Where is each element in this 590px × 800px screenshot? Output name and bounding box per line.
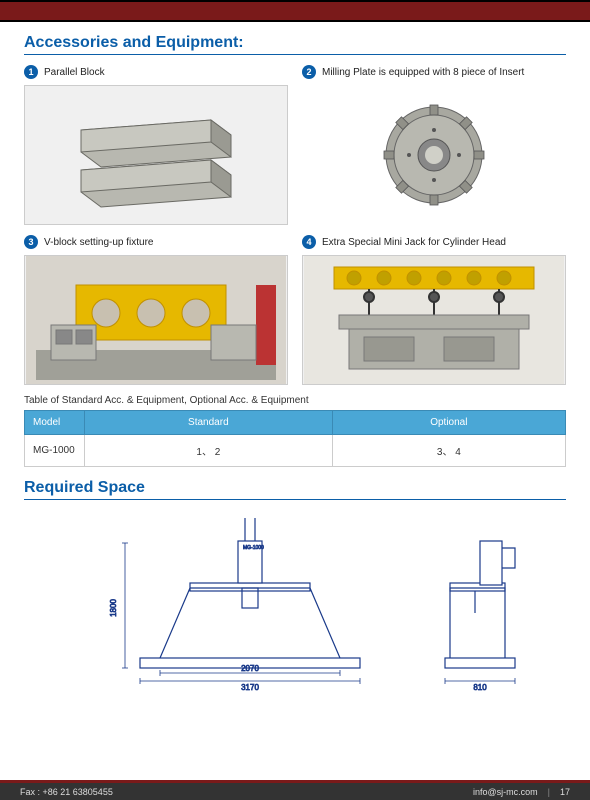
footer-page: 17	[560, 787, 570, 797]
svg-text:MG-1000: MG-1000	[243, 545, 264, 551]
th-model: Model	[25, 411, 85, 435]
page-content: Accessories and Equipment: 1 Parallel Bl…	[0, 22, 590, 695]
badge-2: 2	[302, 65, 316, 79]
badge-1: 1	[24, 65, 38, 79]
row-1: 1 Parallel Block 2 M	[24, 65, 566, 225]
front-view-diagram: 1800 3170 2070 MG-1000	[90, 513, 400, 693]
image-mini-jack	[302, 255, 566, 385]
image-milling-plate	[302, 85, 566, 225]
label-1: Parallel Block	[44, 67, 105, 78]
footer-fax: Fax : +86 21 63805455	[20, 787, 113, 797]
footer-email: info@sj-mc.com	[473, 787, 538, 797]
svg-text:1800: 1800	[109, 598, 118, 616]
required-space-diagram: 1800 3170 2070 MG-1000	[24, 510, 566, 695]
side-view-diagram: 810	[420, 513, 540, 693]
image-parallel-block	[24, 85, 288, 225]
badge-3: 3	[24, 235, 38, 249]
svg-text:2070: 2070	[241, 664, 259, 673]
footer: Fax : +86 21 63805455 info@sj-mc.com | 1…	[0, 780, 590, 800]
row-2: 3 V-block setting-up fixture	[24, 235, 566, 385]
badge-4: 4	[302, 235, 316, 249]
th-standard: Standard	[85, 411, 333, 435]
cell-optional: 3、 4	[332, 435, 565, 467]
svg-text:3170: 3170	[241, 683, 259, 692]
equipment-table: Model Standard Optional MG-1000 1、 2 3、 …	[24, 410, 566, 467]
th-optional: Optional	[332, 411, 565, 435]
image-vblock	[24, 255, 288, 385]
label-3: V-block setting-up fixture	[44, 237, 154, 248]
label-2: Milling Plate is equipped with 8 piece o…	[322, 67, 524, 78]
table-row: MG-1000 1、 2 3、 4	[25, 435, 566, 467]
label-4: Extra Special Mini Jack for Cylinder Hea…	[322, 237, 506, 248]
svg-text:810: 810	[473, 683, 487, 692]
accessories-title: Accessories and Equipment:	[24, 34, 566, 55]
cell-model: MG-1000	[25, 435, 85, 467]
table-caption: Table of Standard Acc. & Equipment, Opti…	[24, 395, 566, 406]
required-space-title: Required Space	[24, 479, 566, 500]
footer-sep: |	[548, 787, 550, 797]
cell-standard: 1、 2	[85, 435, 333, 467]
top-bar	[0, 0, 590, 22]
